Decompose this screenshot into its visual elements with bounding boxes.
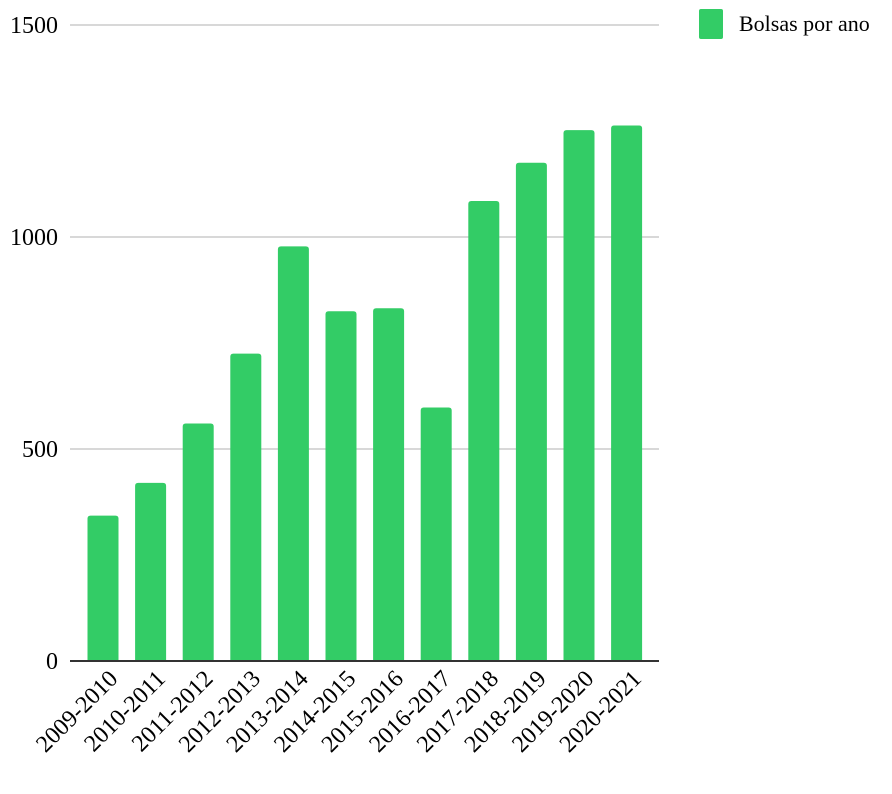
legend-swatch <box>699 9 723 39</box>
bar-2015-2016 <box>373 308 405 661</box>
y-tick-label: 1000 <box>10 225 58 251</box>
bar-2009-2010 <box>87 515 119 661</box>
legend: Bolsas por ano <box>699 9 870 39</box>
bar-2011-2012 <box>182 423 214 661</box>
y-tick-label: 0 <box>46 649 58 675</box>
bar-2014-2015 <box>325 311 357 661</box>
y-axis-tick-labels: 0 500 1000 1500 <box>10 13 58 675</box>
y-tick-label: 1500 <box>10 13 58 39</box>
bar-2013-2014 <box>277 246 309 661</box>
bar-2019-2020 <box>563 130 595 662</box>
bar-2010-2011 <box>135 482 167 661</box>
bar-2020-2021 <box>611 125 643 662</box>
bar-2018-2019 <box>515 162 547 662</box>
bar-2017-2018 <box>468 200 500 661</box>
y-tick-label: 500 <box>22 437 58 463</box>
legend-label: Bolsas por ano <box>739 11 870 36</box>
bar-2016-2017 <box>420 407 452 661</box>
bars <box>87 125 643 662</box>
gridlines <box>70 24 659 450</box>
x-axis-tick-labels: 2009-20102010-20112011-20122012-20132013… <box>31 666 647 758</box>
bar-2012-2013 <box>230 353 262 661</box>
